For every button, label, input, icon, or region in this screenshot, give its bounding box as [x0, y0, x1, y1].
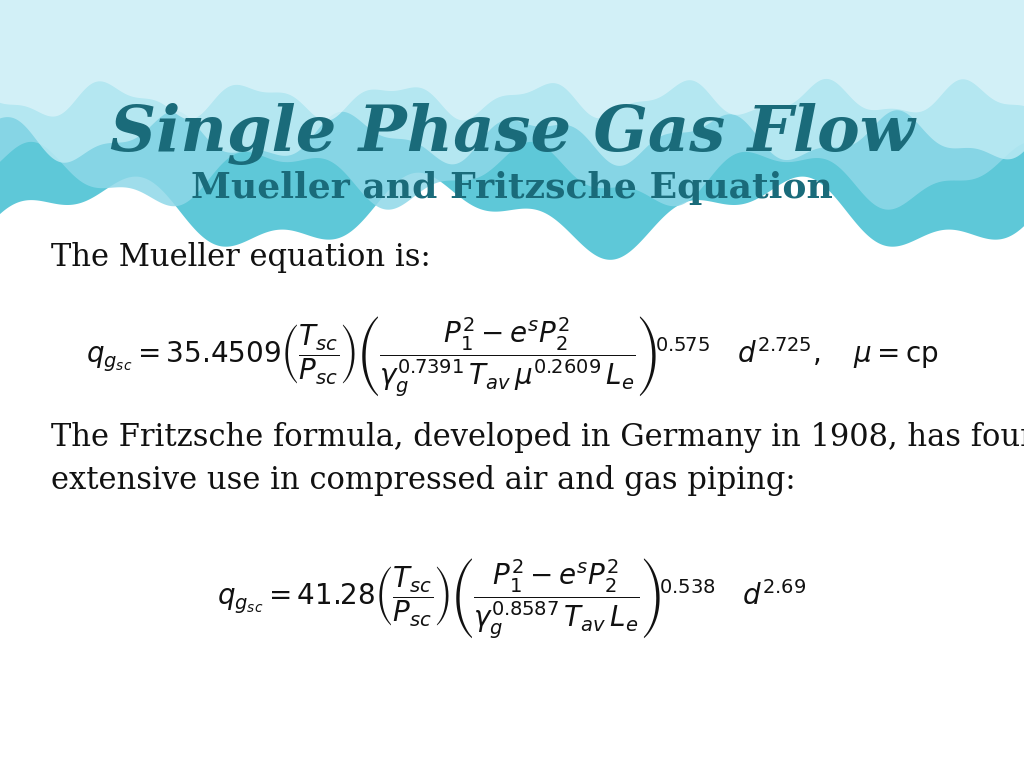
Polygon shape	[0, 0, 1024, 121]
Text: Mueller and Fritzsche Equation: Mueller and Fritzsche Equation	[191, 171, 833, 205]
Polygon shape	[0, 0, 1024, 166]
Text: The Mueller equation is:: The Mueller equation is:	[51, 242, 431, 273]
Polygon shape	[0, 0, 1024, 210]
Text: The Fritzsche formula, developed in Germany in 1908, has found: The Fritzsche formula, developed in Germ…	[51, 422, 1024, 453]
Text: extensive use in compressed air and gas piping:: extensive use in compressed air and gas …	[51, 465, 796, 495]
Text: $q_{g_{sc}} = 35.4509\left(\dfrac{T_{sc}}{P_{sc}}\right)\left(\dfrac{P_1^2 - e^s: $q_{g_{sc}} = 35.4509\left(\dfrac{T_{sc}…	[86, 315, 938, 399]
Text: Single Phase Gas Flow: Single Phase Gas Flow	[110, 104, 914, 165]
Polygon shape	[0, 0, 1024, 260]
Text: $q_{g_{sc}} = 41.28\left(\dfrac{T_{sc}}{P_{sc}}\right)\left(\dfrac{P_1^2 - e^s P: $q_{g_{sc}} = 41.28\left(\dfrac{T_{sc}}{…	[217, 557, 807, 641]
